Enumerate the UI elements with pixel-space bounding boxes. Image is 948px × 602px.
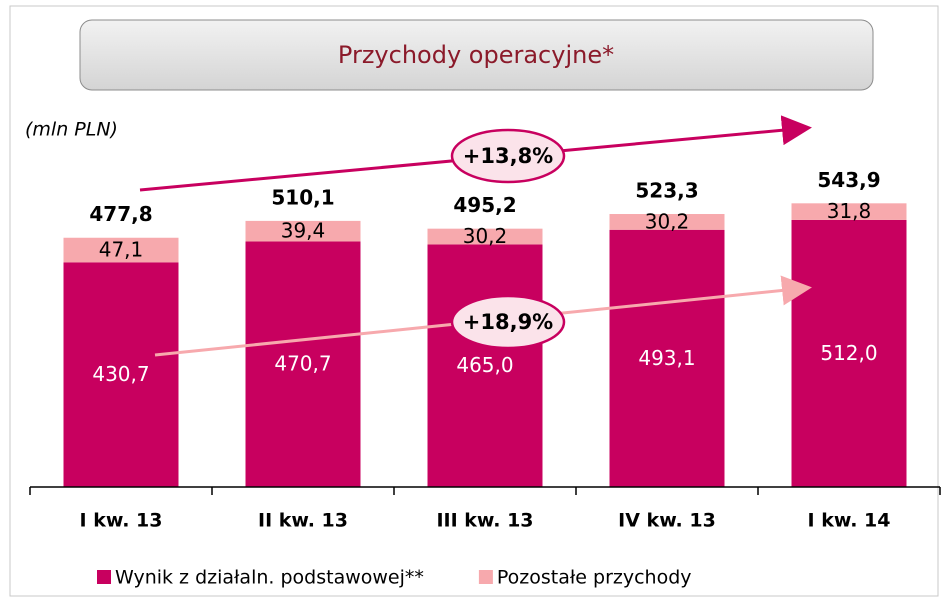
- bar-segment: [791, 203, 907, 220]
- value-label: 430,7: [92, 362, 149, 386]
- bar-segment: [427, 228, 543, 245]
- value-label: 493,1: [638, 346, 695, 370]
- legend-label: Wynik z działaln. podstawowej**: [115, 567, 424, 589]
- legend-swatch: [97, 570, 111, 584]
- legend-swatch: [478, 570, 493, 584]
- growth-bubble: [450, 294, 566, 350]
- bar-segment: [609, 229, 725, 487]
- x-tick-label: III kw. 13: [436, 510, 533, 532]
- total-label: 543,9: [817, 168, 880, 192]
- legend-label: Pozostałe przychody: [497, 567, 692, 589]
- value-label: 30,2: [645, 209, 690, 233]
- annotation: +18,9%: [463, 310, 553, 334]
- x-tick-label: IV kw. 13: [618, 510, 716, 532]
- value-label: 39,4: [281, 219, 326, 243]
- growth-bubble: [450, 128, 566, 184]
- bar-segment: [245, 241, 361, 487]
- total-label: 523,3: [635, 179, 698, 203]
- value-label: 30,2: [463, 224, 508, 248]
- total-label: 477,8: [89, 202, 152, 226]
- value-label: 512,0: [820, 341, 877, 365]
- total-label: 510,1: [271, 185, 334, 209]
- title-box: [79, 19, 874, 91]
- value-label: 470,7: [274, 352, 331, 376]
- value-label: 465,0: [456, 353, 513, 377]
- x-tick-label: I kw. 14: [808, 510, 891, 532]
- bar-segment: [609, 214, 725, 230]
- bar-segment: [63, 237, 179, 263]
- frame: [9, 5, 939, 597]
- total-label: 495,2: [453, 193, 516, 217]
- value-label: 47,1: [99, 238, 144, 262]
- bar-segment: [791, 219, 907, 487]
- bar-segment: [245, 220, 361, 242]
- chart-title: Przychody operacyjne*: [338, 41, 614, 69]
- x-tick-label: I kw. 13: [80, 510, 163, 532]
- bar-segment: [63, 262, 179, 487]
- value-label: 31,8: [827, 199, 872, 223]
- annotation: +13,8%: [463, 144, 553, 168]
- bar-segment: [427, 244, 543, 487]
- unit-label: (mln PLN): [25, 119, 118, 141]
- x-tick-label: II kw. 13: [258, 510, 348, 532]
